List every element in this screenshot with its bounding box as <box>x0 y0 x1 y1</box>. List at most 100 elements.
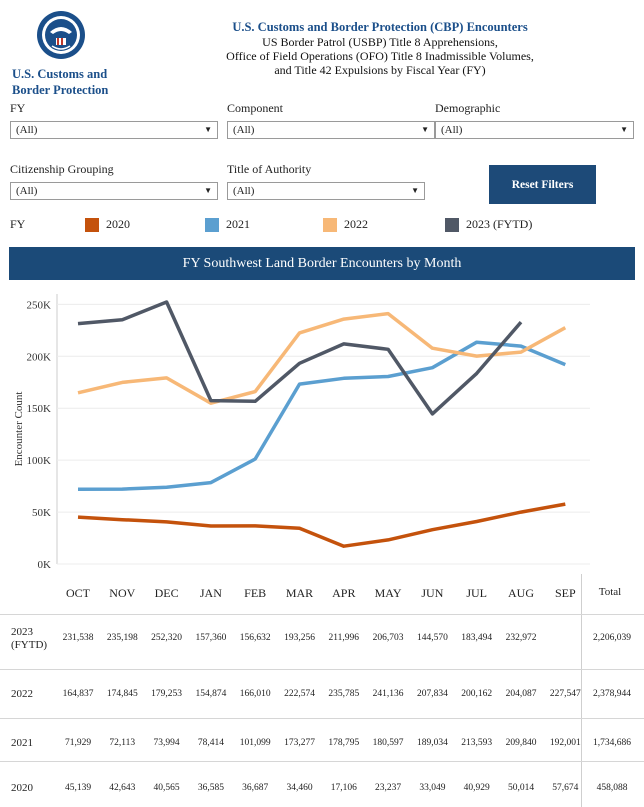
filter-component-label: Component <box>227 101 283 115</box>
chevron-down-icon: ▼ <box>421 125 429 134</box>
table-cell: 17,106 <box>330 783 357 793</box>
table-cell: 183,494 <box>461 633 493 643</box>
y-tick-label: 200K <box>27 351 52 363</box>
filter-demographic: Demographic (All) ▼ <box>435 101 634 139</box>
component-select-value: (All) <box>233 124 255 136</box>
y-tick-label: 250K <box>27 299 52 311</box>
table-cell: 156,632 <box>239 633 271 643</box>
citizenship-select-value: (All) <box>16 185 38 197</box>
column-header-jan: JAN <box>199 586 222 600</box>
legend-item-2021[interactable]: 2021 <box>205 217 250 232</box>
legend-label: 2022 <box>344 217 368 231</box>
legend-item-2020[interactable]: 2020 <box>85 217 130 232</box>
column-header-may: MAY <box>374 586 402 600</box>
table-cell: 193,256 <box>284 633 315 643</box>
table-cell: 166,010 <box>239 689 271 699</box>
table-cell: 23,237 <box>375 783 402 793</box>
table-cell: 180,597 <box>372 738 404 748</box>
demographic-select-value: (All) <box>441 124 463 136</box>
table-cell: 45,139 <box>64 783 92 793</box>
column-header-feb: FEB <box>244 586 267 600</box>
row-label-year: 2020 <box>11 782 33 794</box>
table-cell: 209,840 <box>505 738 537 748</box>
filter-authority: Title of Authority (All) ▼ <box>227 162 425 200</box>
table-cell: 40,565 <box>153 783 180 793</box>
page-subtitle-3: and Title 42 Expulsions by Fiscal Year (… <box>274 63 486 77</box>
chevron-down-icon: ▼ <box>620 125 628 134</box>
table-cell: 174,845 <box>106 689 138 699</box>
table-cell: 154,874 <box>195 689 227 699</box>
column-header-oct: OCT <box>66 586 90 600</box>
table-cell: 227,547 <box>549 689 581 699</box>
table-cell: 207,834 <box>416 689 448 699</box>
page-title: U.S. Customs and Border Protection (CBP)… <box>232 20 528 34</box>
demographic-select[interactable]: (All) ▼ <box>435 121 634 139</box>
column-header-aug: AUG <box>508 586 534 600</box>
y-tick-label: 0K <box>38 559 52 571</box>
y-tick-label: 100K <box>27 455 52 467</box>
filter-authority-label: Title of Authority <box>227 162 312 176</box>
page-subtitle-1: US Border Patrol (USBP) Title 8 Apprehen… <box>262 35 498 49</box>
table-cell: 241,136 <box>372 689 404 699</box>
authority-select[interactable]: (All) ▼ <box>227 182 425 200</box>
y-tick-label: 50K <box>32 507 51 519</box>
legend-swatch <box>205 217 219 232</box>
table-cell: 71,929 <box>64 738 92 748</box>
table-cell: 200,162 <box>461 689 493 699</box>
table-cell: 235,785 <box>328 689 360 699</box>
table-cell-total: 2,378,944 <box>593 689 631 699</box>
dashboard-title: U.S. Customs and Border Protection (CBP)… <box>130 20 630 77</box>
chart-title-banner: FY Southwest Land Border Encounters by M… <box>9 247 635 280</box>
table-cell: 36,585 <box>197 783 224 793</box>
table-cell: 222,574 <box>284 689 315 699</box>
chevron-down-icon: ▼ <box>204 186 212 195</box>
legend-label: 2020 <box>106 217 130 231</box>
table-cell-total: 1,734,686 <box>593 738 631 748</box>
y-tick-label: 150K <box>27 403 52 415</box>
table-cell: 72,113 <box>109 738 136 748</box>
legend-swatch <box>323 217 337 232</box>
table-cell: 101,099 <box>239 738 271 748</box>
component-select[interactable]: (All) ▼ <box>227 121 435 139</box>
legend-title: FY <box>10 217 26 231</box>
row-divider <box>0 614 644 615</box>
table-cell: 33,049 <box>419 783 446 793</box>
table-cell: 42,643 <box>109 783 136 793</box>
filter-demographic-label: Demographic <box>435 101 501 115</box>
row-label-year: 2022 <box>11 688 33 700</box>
row-divider <box>0 761 644 762</box>
chevron-down-icon: ▼ <box>411 186 419 195</box>
reset-filters-button[interactable]: Reset Filters <box>489 165 596 204</box>
table-cell: 40,929 <box>463 783 490 793</box>
row-label-2022: 2022 <box>11 688 33 701</box>
filter-component: Component (All) ▼ <box>227 101 435 139</box>
table-cell: 164,837 <box>62 689 94 699</box>
column-header-jul: JUL <box>466 586 488 600</box>
legend-item-2022[interactable]: 2022 <box>323 217 368 232</box>
filter-fy-label: FY <box>10 101 26 115</box>
row-label-year: 2023 <box>11 626 33 638</box>
row-label-2020: 2020 <box>11 782 33 795</box>
table-cell: 173,277 <box>284 738 315 748</box>
table-cell: 157,360 <box>195 633 227 643</box>
agency-name-line1: U.S. Customs and <box>12 67 108 81</box>
table-cell: 231,538 <box>62 633 94 643</box>
encounters-table: OCT NOV DEC JAN FEB MAR APR MAY JUN JUL AUG SEP Tota… <box>0 574 644 807</box>
filter-fy: FY (All) ▼ <box>10 101 218 139</box>
table-cell: 57,674 <box>552 783 579 793</box>
table-cell: 206,703 <box>372 633 404 643</box>
table-cell: 178,795 <box>328 738 360 748</box>
column-header-jun: JUN <box>421 586 444 600</box>
series-line-2020 <box>77 502 566 548</box>
cbp-logo[interactable]: U.S. Customs and Border Protection <box>12 10 122 97</box>
dhs-seal-icon <box>37 11 85 59</box>
legend-item-2023[interactable]: 2023 (FYTD) <box>445 217 532 232</box>
citizenship-select[interactable]: (All) ▼ <box>10 182 218 200</box>
column-header-total: Total <box>598 586 622 598</box>
column-header-nov: NOV <box>109 586 136 600</box>
row-label-2023: 2023 (FYTD) <box>11 626 47 652</box>
table-cell: 213,593 <box>461 738 493 748</box>
fy-select[interactable]: (All) ▼ <box>10 121 218 139</box>
chart-legend: FY 2020 2021 2022 2023 (FYTD) <box>10 217 630 235</box>
table-cell: 252,320 <box>151 633 183 643</box>
